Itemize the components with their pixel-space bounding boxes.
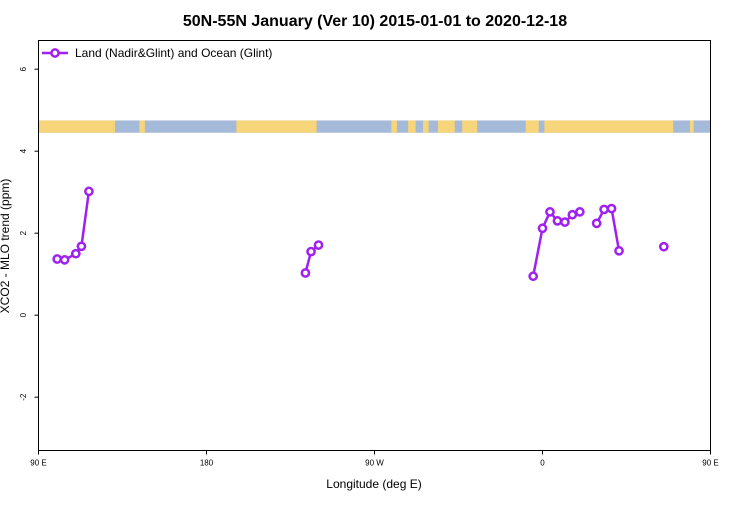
y-tick-label: 4 — [19, 148, 28, 153]
data-point — [72, 250, 79, 257]
data-point — [78, 243, 85, 250]
land-segment — [544, 120, 673, 132]
series-layer — [54, 188, 750, 280]
data-point — [593, 220, 600, 227]
plot-frame — [39, 41, 711, 451]
land-segment — [711, 120, 750, 132]
data-point — [546, 208, 553, 215]
x-axis-label: Longitude (deg E) — [326, 477, 421, 491]
land-ocean-strip — [39, 120, 750, 132]
land-segment — [526, 120, 539, 132]
chart-title: 50N-55N January (Ver 10) 2015-01-01 to 2… — [183, 13, 567, 30]
legend: Land (Nadir&Glint) and Ocean (Glint) — [42, 46, 272, 60]
y-tick-label: 0 — [19, 312, 28, 317]
land-segment — [690, 120, 694, 132]
data-point — [608, 205, 615, 212]
data-point — [302, 269, 309, 276]
land-segment — [391, 120, 397, 132]
series-line — [597, 209, 619, 251]
land-segment — [438, 120, 455, 132]
x-tick-label: 0 — [540, 459, 545, 468]
x-tick-label: 90 E — [702, 459, 718, 468]
data-point — [660, 243, 667, 250]
data-point — [733, 256, 740, 263]
land-segment — [39, 120, 114, 132]
data-point — [744, 250, 750, 257]
x-tick-label: 90 E — [30, 459, 46, 468]
data-point — [615, 247, 622, 254]
series-line — [729, 191, 750, 259]
data-point — [61, 256, 68, 263]
data-point — [601, 206, 608, 213]
legend-label: Land (Nadir&Glint) and Ocean (Glint) — [75, 46, 272, 60]
x-tick-label: 90 W — [365, 459, 384, 468]
data-point — [561, 219, 568, 226]
land-segment — [462, 120, 477, 132]
data-point — [307, 248, 314, 255]
legend-marker — [51, 49, 58, 56]
data-point — [54, 255, 61, 262]
land-segment — [408, 120, 415, 132]
data-point — [726, 255, 733, 262]
x-tick-label: 180 — [200, 459, 214, 468]
x-axis: 90 E 180 90 W 0 90 E — [30, 451, 718, 468]
land-segment — [236, 120, 316, 132]
data-point — [554, 217, 561, 224]
y-tick-label: 6 — [19, 66, 28, 71]
y-axis-label: XCO2 - MLO trend (ppm) — [0, 179, 12, 314]
data-point — [315, 241, 322, 248]
data-point — [530, 273, 537, 280]
land-segment — [423, 120, 429, 132]
land-segment — [113, 120, 115, 132]
data-point — [85, 188, 92, 195]
y-tick-label: 2 — [19, 230, 28, 235]
data-point — [576, 208, 583, 215]
data-point — [539, 225, 546, 232]
y-tick-label: -2 — [19, 393, 28, 401]
data-point — [569, 211, 576, 218]
land-segment — [139, 120, 145, 132]
y-axis: 6 4 2 0 -2 — [19, 66, 39, 400]
